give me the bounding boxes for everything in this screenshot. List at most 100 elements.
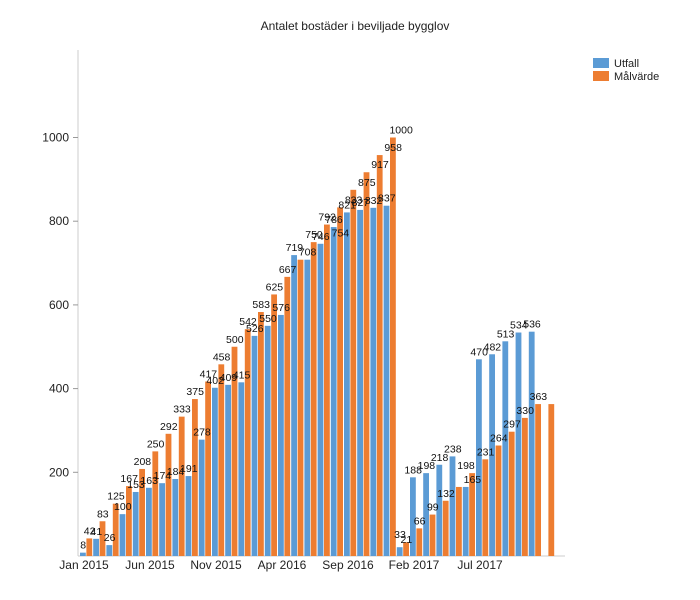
data-label: 218 [431,452,449,464]
bar-utfall [462,486,469,556]
bar-malvarde [535,404,541,556]
bar-malvarde [244,329,251,556]
data-label: 1000 [389,125,413,137]
bar-utfall [146,487,152,556]
bar-malvarde [376,155,383,556]
data-label: 827 [352,197,370,209]
data-label: 375 [186,386,204,398]
data-label: 625 [266,281,284,293]
data-label: 746 [312,231,330,243]
data-label: 536 [523,319,541,331]
bar-utfall [383,205,390,556]
bar-utfall [502,341,509,556]
bar-malvarde [271,294,277,556]
data-label: 264 [490,433,508,445]
bar-utfall [423,473,429,556]
bar-utfall [159,483,165,556]
data-label: 708 [299,247,317,259]
bar-malvarde [99,521,106,556]
bar-malvarde [456,486,462,556]
data-label: 786 [325,214,343,226]
data-label: 513 [497,328,515,340]
bar-utfall [119,514,126,556]
data-label: 409 [220,372,238,384]
bar-malvarde [139,468,145,556]
data-label: 83 [97,508,109,520]
bar-malvarde [165,433,172,556]
data-label: 184 [167,466,185,478]
data-label: 125 [107,491,125,503]
bar-utfall [80,552,86,556]
data-label: 363 [530,391,548,403]
bar-malvarde [205,381,211,556]
x-tick-label: Sep 2016 [322,558,374,572]
data-label: 576 [272,302,290,314]
bar-malvarde [178,416,185,556]
data-label: 41 [91,526,103,538]
y-tick-label: 1000 [42,131,69,145]
data-label: 33 [394,529,406,541]
bar-utfall [370,207,377,557]
data-label: 292 [160,421,178,433]
data-label: 191 [180,463,198,475]
data-label: 417 [200,368,218,380]
bar-malvarde [442,500,449,556]
bar-utfall [172,478,179,556]
bar-malvarde [548,404,555,556]
x-tick-label: Nov 2015 [190,558,242,572]
bars [80,137,555,557]
data-label: 26 [104,532,116,544]
bar-utfall [449,456,456,556]
axes: 200 400 600 800 1000 Jan 2015 Jun 2015 Nov 2015… [42,50,565,572]
data-label: 21 [401,534,413,546]
data-label: 526 [246,323,264,335]
data-label: 174 [154,470,172,482]
bar-malvarde [363,172,370,556]
legend-swatch [593,58,609,68]
data-label: 208 [134,456,152,468]
bar-utfall [357,209,363,556]
x-tick-label: Feb 2017 [389,558,440,572]
data-label: 238 [444,443,462,455]
y-tick-label: 200 [49,465,69,479]
bar-malvarde [218,364,225,556]
data-label: 333 [173,404,191,416]
bar-malvarde [469,473,475,556]
bar-malvarde [337,207,343,556]
data-label: 153 [127,479,145,491]
data-label: 99 [427,502,439,514]
bar-utfall [264,325,271,556]
data-label: 792 [318,212,336,224]
bar-malvarde [416,528,423,556]
bar-malvarde [258,312,264,556]
data-label: 42 [84,525,96,537]
y-tick-label: 800 [49,214,69,228]
data-label: 719 [286,242,304,254]
bar-malvarde [403,542,409,556]
data-label: 875 [358,177,376,189]
x-tick-label: Apr 2016 [258,558,307,572]
bar-utfall [225,384,231,556]
data-label: 330 [516,405,534,417]
data-label: 534 [510,320,528,332]
bar-utfall [198,439,205,556]
bar-malvarde [324,224,330,556]
data-label: 66 [414,515,426,527]
bar-utfall [278,314,284,556]
bar-malvarde [495,445,502,556]
x-tick-label: Jan 2015 [59,558,109,572]
bar-utfall [317,243,324,556]
data-label: 100 [114,501,132,513]
bar-utfall [396,547,403,556]
bar-malvarde [508,431,515,556]
data-label: 163 [140,475,158,487]
data-label: 667 [279,264,297,276]
data-label: 8 [80,540,86,552]
bar-utfall [185,476,192,556]
bar-utfall [330,227,337,556]
bar-malvarde [86,538,93,556]
data-label: 198 [457,460,475,472]
data-label: 583 [252,299,270,311]
